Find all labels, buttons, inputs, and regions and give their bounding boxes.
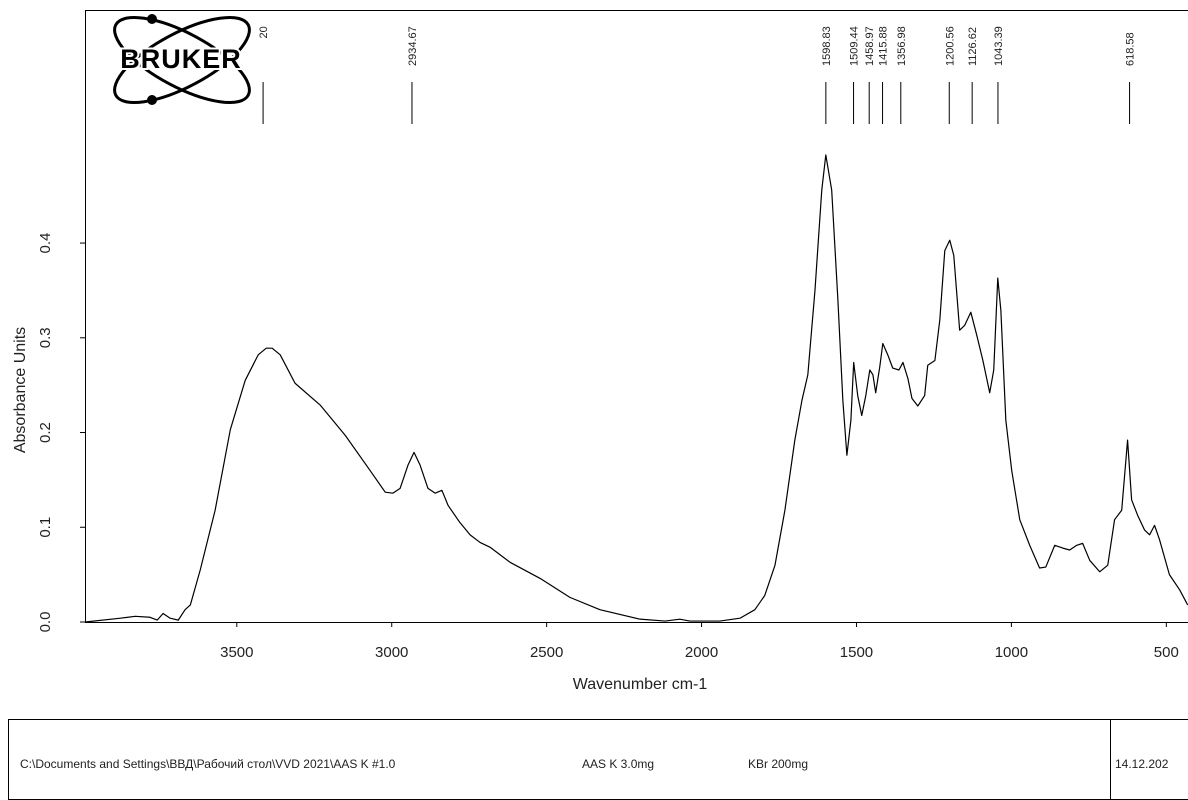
x-tick-label: 3000: [375, 644, 408, 661]
peak-label: 1509.44: [849, 26, 861, 66]
peak-label: 618.58: [1125, 32, 1137, 66]
x-tick-label: 500: [1154, 644, 1179, 661]
logo: BRUKER: [88, 14, 274, 105]
logo-dot: [147, 95, 157, 105]
peak-label: 1200.56: [944, 26, 956, 66]
x-tick-label: 2000: [685, 644, 718, 661]
footer-date: 14.12.202: [1115, 757, 1169, 771]
peak-label: 1126.62: [967, 27, 979, 66]
plot-frame: [85, 10, 1188, 623]
footer-matrix: KBr 200mg: [748, 757, 808, 771]
spectrum-line: [85, 154, 1188, 623]
x-tick-label: 1500: [840, 644, 873, 661]
logo-text: BRUKER: [120, 44, 242, 74]
x-tick-label: 1000: [995, 644, 1028, 661]
peak-label: 1458.97: [864, 26, 876, 66]
x-tick-label: 2500: [530, 644, 563, 661]
logo-orbit: [113, 15, 251, 105]
peak-label: 2934.67: [407, 26, 419, 66]
y-axis-label: Absorbance Units: [12, 327, 29, 453]
y-tick-label: 0.3: [37, 327, 54, 348]
y-tick-label: 0.4: [37, 233, 54, 254]
peak-label: 1356.98: [896, 26, 908, 66]
x-axis-label: Wavenumber cm-1: [573, 676, 708, 693]
y-tick-label: 0.2: [37, 422, 54, 443]
peak-label: 1598.83: [821, 26, 833, 66]
peak-label: 1415.88: [878, 26, 890, 66]
peak-labels: 3415.202934.671598.831509.441458.971415.…: [258, 26, 1137, 124]
footer-file: C:\Documents and Settings\ВВД\Рабочий ст…: [20, 757, 396, 771]
logo-dot: [147, 14, 157, 24]
y-tick-label: 0.1: [37, 517, 54, 538]
x-tick-label: 3500: [220, 644, 253, 661]
footer-sample: AAS K 3.0mg: [582, 757, 654, 771]
y-tick-label: 0.0: [37, 612, 54, 633]
peak-label: 1043.39: [993, 26, 1005, 66]
logo-orbit: [113, 15, 251, 105]
